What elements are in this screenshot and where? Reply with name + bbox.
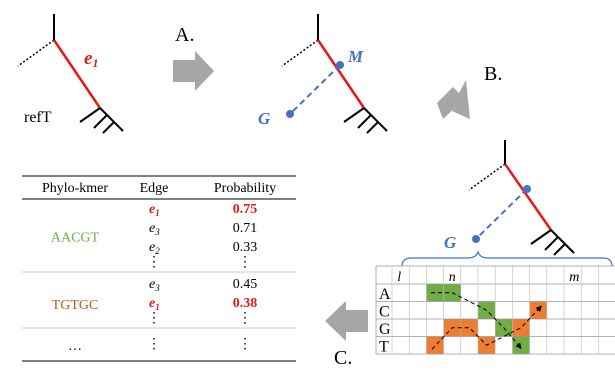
grid-row-label: C [379, 304, 390, 321]
kmer-label: TGTGC [52, 298, 99, 313]
kmer-label: AACGT [51, 231, 100, 246]
phylo-kmer-table: Phylo-kmer Edge Probability AACGT e1 0.75 e3 0.… [22, 175, 296, 362]
node-m-label: M [347, 47, 364, 66]
grafted-tree [281, 14, 388, 134]
grid-row-label: A [379, 286, 391, 303]
grid-row-label: G [379, 321, 391, 338]
edge-cell: e3 [149, 277, 160, 293]
probability-cell: 0.71 [233, 221, 258, 236]
prob-ellipsis: ⋮ [238, 311, 252, 326]
grafted-tree-2 [468, 140, 575, 256]
edge-ellipsis: ⋮ [147, 337, 161, 352]
step-c-arrow [325, 301, 368, 341]
table-header: Edge [140, 181, 169, 196]
node-g2-label: G [444, 233, 457, 252]
grid-cell [512, 319, 530, 337]
edge-cell: e2 [149, 240, 160, 256]
node-g-label: G [258, 109, 271, 128]
table-header: Probability [214, 181, 276, 196]
orange-path-arrow [431, 305, 542, 350]
grid-cell [529, 301, 547, 319]
grid-cell [512, 336, 530, 354]
edge-cell: e1 [149, 296, 160, 312]
table-header: Phylo-kmer [42, 181, 108, 196]
probability-cell: 0.33 [233, 240, 258, 255]
brace [401, 250, 613, 267]
step-c-label: C. [334, 347, 352, 369]
step-a-arrow [173, 51, 214, 91]
kmer-grid: l n m ACGT [375, 265, 615, 356]
kmer-ellipsis: … [68, 339, 82, 354]
grid-col-label: l [397, 270, 401, 285]
ref-tree-label: refT [24, 109, 52, 126]
graft-branch [289, 64, 341, 115]
edge-e1-label: e1 [84, 48, 98, 70]
grid-row-label: T [379, 339, 389, 356]
prob-ellipsis: ⋮ [238, 255, 252, 270]
edge-ellipsis: ⋮ [147, 255, 161, 270]
edge-cell: e3 [149, 221, 160, 237]
node-m-dot [336, 61, 344, 69]
grid-col-label: m [569, 270, 579, 285]
step-b-arrow [437, 80, 470, 119]
grid-cell [426, 336, 444, 354]
edge-e1-line [52, 39, 102, 109]
probability-cell: 0.75 [233, 202, 258, 217]
prob-ellipsis: ⋮ [238, 337, 252, 352]
grid-col-label: n [449, 270, 456, 285]
green-path-arrow [431, 292, 522, 350]
edge-cell: e1 [149, 202, 160, 218]
reference-tree [17, 14, 124, 134]
edge-ellipsis: ⋮ [147, 311, 161, 326]
step-b-label: B. [484, 63, 502, 85]
probability-cell: 0.45 [233, 277, 258, 292]
probability-cell: 0.38 [233, 296, 258, 311]
grid-cell [460, 319, 478, 337]
step-a-label: A. [175, 24, 194, 46]
node-g-dot [286, 110, 294, 118]
